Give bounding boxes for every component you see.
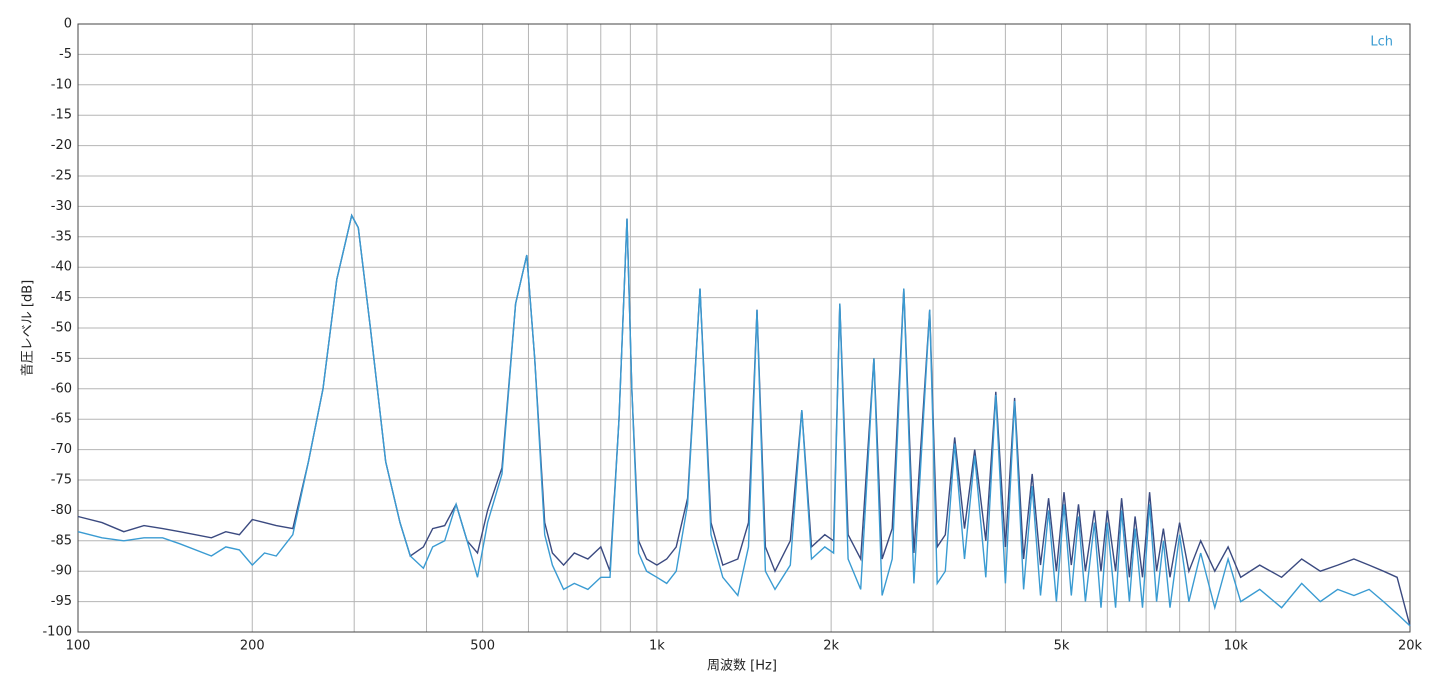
x-tick-label: 5k (1054, 639, 1070, 654)
y-tick-label: -90 (51, 564, 72, 579)
y-tick-label: -25 (51, 169, 72, 184)
y-tick-label: -100 (42, 625, 72, 640)
y-tick-label: -85 (51, 533, 72, 548)
y-tick-label: -40 (51, 260, 72, 275)
y-tick-label: -75 (51, 473, 72, 488)
y-tick-label: -45 (51, 290, 72, 305)
plot-frame (77, 23, 1411, 633)
legend: Lch (1370, 35, 1393, 50)
y-tick-label: 0 (64, 17, 72, 32)
y-tick-label: -65 (51, 412, 72, 427)
y-tick-label: -15 (51, 108, 72, 123)
y-tick-label: -95 (51, 594, 72, 609)
x-tick-label: 2k (823, 639, 839, 654)
x-tick-label: 10k (1224, 639, 1249, 654)
y-tick-label: -35 (51, 229, 72, 244)
x-axis-title: 周波数 [Hz] (707, 659, 777, 674)
x-tick-label: 100 (66, 639, 91, 654)
x-tick-label: 500 (470, 639, 495, 654)
x-tick-label: 200 (240, 639, 265, 654)
x-tick-label: 1k (649, 639, 665, 654)
y-tick-label: -50 (51, 321, 72, 336)
y-tick-label: -5 (59, 47, 72, 62)
x-tick-label: 20k (1398, 639, 1423, 654)
y-tick-label: -60 (51, 381, 72, 396)
y-tick-label: -20 (51, 138, 72, 153)
series-line (77, 213, 1411, 627)
y-tick-label: -70 (51, 442, 72, 457)
y-tick-label: -55 (51, 351, 72, 366)
y-axis-title: 音圧レベル [dB] (20, 280, 36, 376)
y-tick-label: -10 (51, 77, 72, 92)
y-tick-label: -80 (51, 503, 72, 518)
y-tick-label: -30 (51, 199, 72, 214)
